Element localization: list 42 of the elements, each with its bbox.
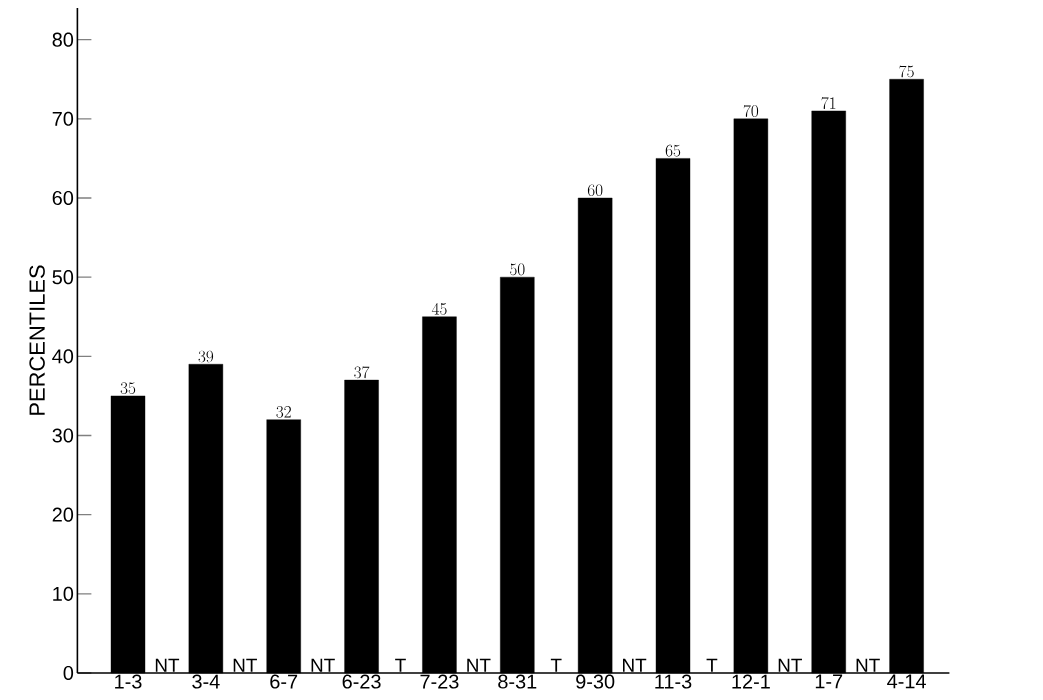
y-tick-label: 10 bbox=[53, 586, 74, 601]
x-tick-label: 3-4 bbox=[192, 674, 220, 689]
x-tick-label: 1-7 bbox=[815, 674, 843, 689]
x-tick-label: 7-23 bbox=[420, 674, 459, 689]
x-tick-label: 12-1 bbox=[732, 674, 770, 689]
y-tick-label: 0 bbox=[63, 665, 74, 681]
data-label: 37 bbox=[354, 366, 370, 379]
data-label: 39 bbox=[198, 350, 214, 363]
annotation: NT bbox=[155, 658, 180, 672]
y-tick-label: 60 bbox=[52, 190, 74, 206]
x-tick-label: 1-3 bbox=[115, 674, 142, 689]
annotation: T bbox=[550, 658, 562, 672]
y-tick-label: 70 bbox=[52, 111, 74, 126]
x-tick-label: 11-3 bbox=[655, 674, 692, 689]
data-label: 50 bbox=[510, 263, 525, 276]
x-tick-label: 6-7 bbox=[270, 674, 298, 689]
annotation: NT bbox=[778, 658, 802, 672]
annotation: NT bbox=[856, 658, 880, 672]
data-label: 71 bbox=[821, 97, 836, 109]
y-tick-label: 50 bbox=[52, 270, 74, 285]
data-label: 75 bbox=[899, 65, 914, 78]
y-tick-label: 30 bbox=[52, 428, 74, 443]
annotation: T bbox=[706, 658, 718, 672]
annotation: NT bbox=[311, 658, 335, 672]
annotation: NT bbox=[233, 658, 257, 672]
data-label: 60 bbox=[587, 184, 603, 197]
x-tick-label: 6-23 bbox=[342, 674, 381, 689]
annotation: NT bbox=[623, 658, 647, 672]
data-label: 65 bbox=[665, 144, 681, 157]
y-tick-label: 20 bbox=[52, 507, 74, 522]
annotation: NT bbox=[467, 658, 491, 672]
data-label: 32 bbox=[276, 406, 291, 418]
annotation: T bbox=[395, 658, 406, 672]
data-label: 70 bbox=[743, 104, 759, 117]
y-tick-label: 40 bbox=[52, 349, 74, 364]
y-axis-title: PERCENTILES bbox=[29, 265, 45, 415]
data-label: 45 bbox=[431, 303, 447, 315]
x-tick-label: 8-31 bbox=[498, 674, 537, 689]
data-label: 35 bbox=[120, 382, 136, 394]
y-tick-label: 80 bbox=[52, 32, 74, 47]
x-tick-label: 4-14 bbox=[887, 674, 926, 689]
x-tick-label: 9-30 bbox=[576, 674, 615, 689]
